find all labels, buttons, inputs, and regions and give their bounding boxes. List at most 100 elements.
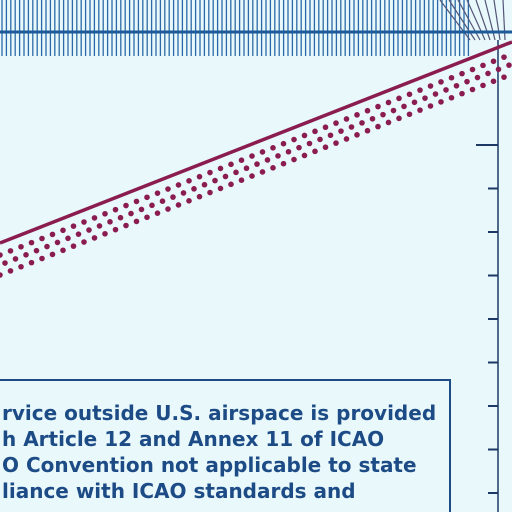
airway-dot [380, 111, 386, 118]
airway-line [0, 40, 512, 245]
airway-dot [112, 226, 119, 233]
airway-dot [196, 193, 203, 200]
airway-dot [96, 223, 103, 229]
airway-dot [354, 132, 360, 138]
airway-dot [401, 103, 407, 110]
airway-dot [385, 119, 392, 126]
airway-dot [495, 66, 502, 73]
airway-dot [259, 169, 266, 175]
airway-dot [175, 182, 182, 188]
airway-dot [70, 223, 77, 229]
airway-dot [49, 231, 56, 238]
airway-dot [480, 82, 486, 89]
airway-dot [91, 215, 98, 221]
meridian-ticks [476, 144, 498, 494]
airway-dot [149, 202, 155, 209]
airway-dot [417, 87, 423, 93]
airway-dots [0, 54, 512, 278]
airway-dot [217, 165, 224, 172]
airway-dot [459, 70, 465, 77]
airway-dot [133, 198, 140, 205]
airway-dot [312, 148, 318, 155]
airway-dot [301, 152, 308, 159]
airway-dot [485, 70, 491, 77]
airway-dot [175, 202, 182, 208]
airway-dot [33, 247, 40, 254]
airway-dot [180, 190, 187, 196]
airway-dot [480, 62, 486, 69]
airway-dot [112, 206, 119, 213]
airway-dot [201, 181, 208, 188]
airway-dot [501, 54, 507, 60]
airway-dot [375, 123, 381, 130]
airway-dot [238, 177, 245, 183]
airway-dot [338, 128, 344, 134]
airway-dot [364, 107, 371, 114]
airway-dot [91, 235, 98, 241]
airway-dot [343, 136, 350, 142]
notice-line: liance with ICAO standards and [2, 479, 356, 503]
airway-dot [207, 189, 213, 196]
airway-dot [28, 259, 35, 266]
airway-dot [406, 111, 413, 118]
airway-dot [501, 74, 507, 80]
airway-dot [60, 247, 66, 254]
airway-dot [438, 79, 444, 85]
airway-dot [432, 91, 439, 97]
airway-dot [448, 94, 455, 101]
airway-dot [259, 149, 266, 155]
airway-dot [165, 186, 171, 192]
airway-dot [0, 252, 3, 258]
airway-dot [60, 227, 66, 234]
airway-dot [296, 144, 302, 151]
airway-dot [228, 181, 234, 188]
airway-dot [254, 161, 260, 167]
airway-dot [18, 243, 24, 250]
airway-dot [154, 210, 161, 216]
airway-dot [322, 144, 329, 151]
airway-dot [249, 153, 255, 159]
notice-box [0, 379, 451, 512]
notice-line: O Convention not applicable to state [2, 453, 417, 477]
airway-dot [207, 169, 213, 176]
airway-dot [70, 243, 77, 249]
airway-dot [0, 272, 3, 278]
airway-dot [385, 99, 392, 106]
airway-dot [123, 202, 129, 209]
airway-dot [396, 115, 402, 122]
airway-dot [18, 263, 24, 270]
airway-dot [343, 116, 350, 122]
airway-dot [75, 231, 82, 237]
airway-dot [427, 83, 434, 89]
airway-dot [228, 161, 234, 168]
boundary-comb [1, 0, 506, 56]
airway-dot [117, 214, 124, 221]
airway-dot [233, 169, 239, 176]
airway-dot [453, 82, 460, 89]
airway-dot [249, 173, 255, 179]
airway-dot [411, 99, 418, 106]
airway-dot [65, 235, 71, 242]
airway-dot [144, 194, 150, 201]
airway-dot [270, 165, 276, 171]
airway-dot [348, 124, 355, 130]
airway-dot [44, 243, 50, 250]
airway-dot [128, 210, 134, 217]
airway-dot [469, 66, 476, 73]
airway-dot [107, 219, 113, 225]
airway-dot [275, 153, 281, 159]
airway-dot [123, 222, 129, 229]
airway-dot [280, 140, 287, 147]
notice-line: rvice outside U.S. airspace is provided [2, 401, 436, 425]
airway-dot [186, 198, 192, 204]
airway-dot [333, 120, 339, 126]
airway-dot [396, 95, 402, 102]
airway-dot [165, 206, 171, 212]
airway-dot [138, 206, 145, 213]
airway-dot [291, 156, 297, 163]
airway-dot [464, 78, 470, 85]
airway-dot [23, 251, 29, 258]
airway-dot [291, 136, 297, 143]
airway-dot [243, 165, 250, 172]
